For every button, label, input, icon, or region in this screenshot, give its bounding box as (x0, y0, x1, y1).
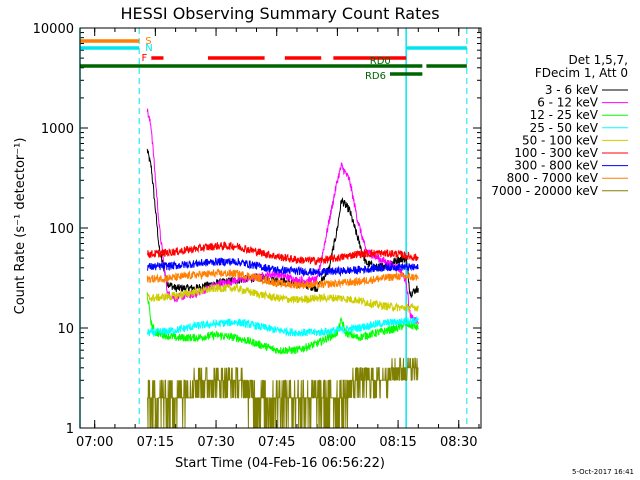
legend-label-800-7000-kev: 800 - 7000 keV (507, 171, 599, 185)
chart-title: HESSI Observing Summary Count Rates (120, 4, 439, 23)
y-axis-label: Count Rate (s⁻¹ detector⁻¹) (13, 138, 28, 315)
series-800-7000-kev-line (146, 268, 419, 290)
series-50-100-kev-line (146, 283, 419, 314)
plot-frame (79, 27, 482, 429)
y-tick-label: 1000 (41, 122, 74, 137)
state-bar-label-rd6: RD6 (365, 71, 386, 82)
y-tick-label: 10000 (33, 22, 74, 37)
series-6-12-kev-line (146, 108, 419, 326)
y-tick-label: 1 (66, 422, 74, 437)
x-tick-label: 07:30 (197, 435, 234, 450)
series-25-50-kev-line (146, 316, 419, 338)
x-tick-label: 07:15 (137, 435, 174, 450)
state-bar-label-n: N (145, 43, 152, 54)
series-12-25-kev-line (146, 292, 419, 355)
state-bar-label-rd0: RD0 (370, 56, 391, 67)
x-axis-label: Start Time (04-Feb-16 06:56:22) (175, 456, 385, 471)
legend-label-100-300-kev: 100 - 300 keV (514, 146, 598, 160)
series-50-100-kev-group (146, 283, 419, 314)
series-12-25-kev-group (146, 292, 419, 355)
series-100-300-kev-group (147, 241, 419, 266)
legend-label-12-25-kev: 12 - 25 keV (530, 108, 599, 122)
legend-label-7000-20000-kev: 7000 - 20000 keV (491, 184, 598, 198)
series-7000-20000-kev-line (147, 357, 419, 429)
state-bar-label-f: F (142, 53, 148, 64)
legend-label-25-50-kev: 25 - 50 keV (530, 121, 599, 135)
footer-date: 5-Oct-2017 16:41 (572, 468, 634, 476)
state-bar-label-s: S (145, 36, 151, 47)
series-7000-20000-kev-group (147, 357, 419, 429)
series-300-800-kev-group (147, 257, 419, 278)
legend-header-line-2: FDecim 1, Att 0 (535, 66, 628, 80)
x-tick-label: 08:00 (319, 435, 356, 450)
legend-label-300-800-kev: 300 - 800 keV (514, 159, 598, 173)
y-tick-label: 100 (49, 222, 74, 237)
series-25-50-kev-group (146, 316, 419, 338)
series-6-12-kev-group (146, 108, 419, 326)
legend-header-line-1: Det 1,5,7, (569, 53, 629, 67)
x-tick-label: 07:45 (258, 435, 295, 450)
legend-label-50-100-kev: 50 - 100 keV (522, 133, 599, 147)
x-tick-label: 08:30 (440, 435, 477, 450)
y-tick-label: 10 (57, 322, 74, 337)
series-300-800-kev-line (147, 257, 419, 278)
plot-area: 1 10 100 1000 10000 07:00 07:15 07:30 07:45 08:00… (33, 22, 481, 450)
series-100-300-kev-line (147, 241, 419, 266)
series-800-7000-kev-group (146, 268, 419, 290)
legend-label-6-12-kev: 6 - 12 keV (537, 96, 599, 110)
x-tick-label: 08:15 (379, 435, 416, 450)
x-tick-label: 07:00 (76, 435, 113, 450)
legend-label-3-6-kev: 3 - 6 keV (545, 83, 599, 97)
